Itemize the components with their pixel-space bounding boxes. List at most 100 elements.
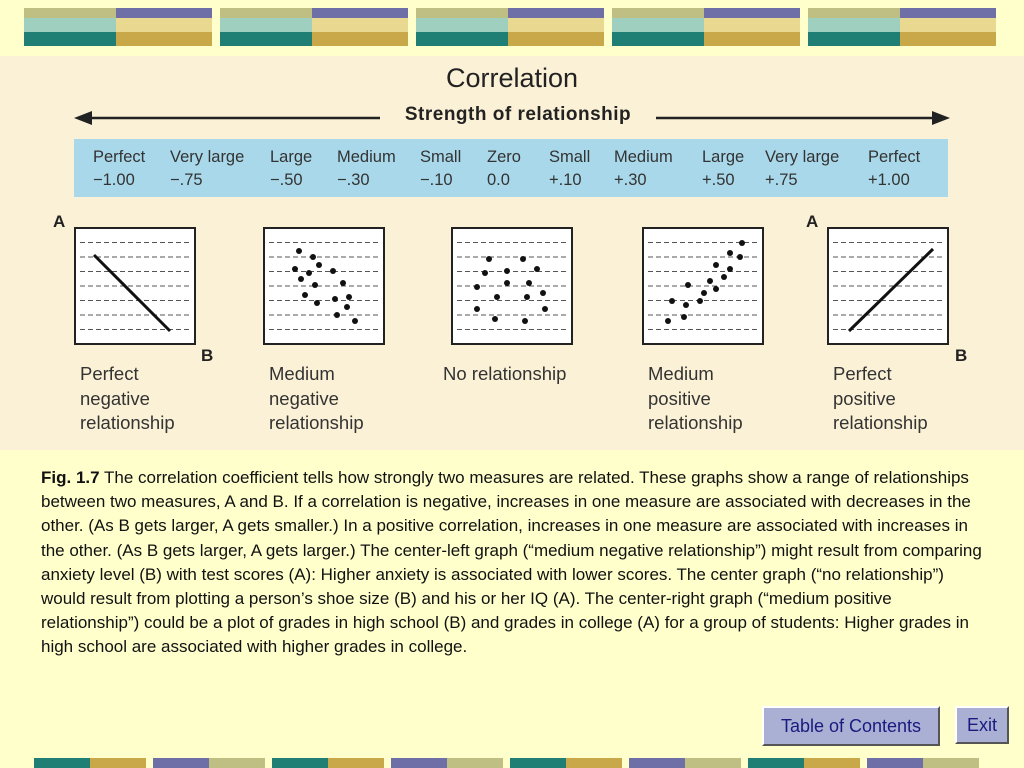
scale-label: Very large	[170, 148, 245, 166]
top-decorative-banner	[0, 0, 1024, 56]
axis-a-right: A	[806, 212, 819, 231]
caption-medium-negative: Medium negative relationship	[269, 363, 364, 433]
axis-b-left: B	[201, 346, 214, 365]
scale-value: +.50	[702, 171, 735, 189]
scale-item: Large +.50	[702, 146, 744, 192]
decorative-block	[220, 8, 408, 46]
scale-value: 0.0	[487, 171, 510, 189]
data-point	[540, 290, 546, 296]
graph-frame	[74, 227, 196, 345]
bottom-decorative-bar	[0, 758, 1024, 768]
scale-label: Small	[420, 148, 462, 166]
data-point	[534, 266, 540, 272]
scale-item: Very large −.75	[170, 146, 244, 192]
axis-a-left: A	[53, 212, 66, 231]
decorative-block	[416, 8, 604, 46]
scale-item: Large −.50	[270, 146, 312, 192]
data-point	[520, 256, 526, 262]
caption-medium-positive: Medium positive relationship	[648, 363, 743, 433]
scale-value: +.30	[614, 171, 647, 189]
data-point	[713, 262, 719, 268]
decorative-block	[612, 8, 800, 46]
data-point	[707, 278, 713, 284]
graph-frame	[642, 227, 764, 345]
scale-item: Small +.10	[549, 146, 590, 192]
caption-perfect-positive: Perfect positive relationship	[833, 363, 928, 433]
data-point	[683, 302, 689, 308]
data-point	[739, 240, 745, 246]
scale-value: −1.00	[93, 171, 135, 189]
decorative-segment	[629, 758, 685, 768]
scale-value: +.75	[765, 171, 798, 189]
data-point	[713, 286, 719, 292]
data-point	[701, 290, 707, 296]
exit-button[interactable]: Exit	[955, 706, 1009, 744]
data-point	[474, 284, 480, 290]
data-point	[504, 268, 510, 274]
data-point	[727, 266, 733, 272]
scale-item: Small −.10	[420, 146, 461, 192]
data-point	[352, 318, 358, 324]
decorative-segment	[90, 758, 146, 768]
scale-label: Small	[549, 148, 591, 166]
data-point	[334, 312, 340, 318]
arrow-left-head	[74, 111, 92, 125]
decorative-segment	[748, 758, 804, 768]
data-point	[665, 318, 671, 324]
decorative-segment	[804, 758, 860, 768]
graph-perfect-negative	[74, 227, 196, 345]
decorative-segment	[153, 758, 209, 768]
decorative-block	[24, 8, 212, 46]
data-point	[681, 314, 687, 320]
data-point	[302, 292, 308, 298]
decorative-segment	[447, 758, 503, 768]
data-point	[494, 294, 500, 300]
strength-label: Strength of relationship	[380, 104, 656, 126]
data-point	[474, 306, 480, 312]
data-point	[526, 280, 532, 286]
data-point	[522, 318, 528, 324]
correlation-scale-band	[74, 139, 948, 197]
scale-label: Large	[702, 148, 745, 166]
graph-frame	[451, 227, 573, 345]
data-point	[292, 266, 298, 272]
decorative-segment	[272, 758, 328, 768]
data-point	[542, 306, 548, 312]
data-point	[314, 300, 320, 306]
arrow-right-head	[932, 111, 950, 125]
scale-value: −.50	[270, 171, 303, 189]
scale-value: +1.00	[868, 171, 910, 189]
scale-item: Medium −.30	[337, 146, 396, 192]
scale-value: +.10	[549, 171, 582, 189]
data-point	[340, 280, 346, 286]
decorative-segment	[685, 758, 741, 768]
data-point	[697, 298, 703, 304]
scale-label: Medium	[337, 148, 396, 166]
figure-title: Correlation	[445, 63, 579, 93]
data-point	[306, 270, 312, 276]
decorative-segment	[391, 758, 447, 768]
data-point	[330, 268, 336, 274]
decorative-block	[808, 8, 996, 46]
data-point	[482, 270, 488, 276]
graph-frame	[827, 227, 949, 345]
scale-label: Very large	[765, 148, 840, 166]
scale-label: Zero	[487, 148, 521, 166]
data-point	[504, 280, 510, 286]
decorative-segment	[923, 758, 979, 768]
data-point	[312, 282, 318, 288]
table-of-contents-button[interactable]: Table of Contents	[762, 706, 940, 746]
strength-arrow	[74, 111, 950, 125]
axis-b-right: B	[955, 346, 968, 365]
scale-label: Perfect	[93, 148, 146, 166]
graph-medium-negative	[263, 227, 385, 345]
decorative-segment	[867, 758, 923, 768]
figure-description: Fig. 1.7 The correlation coefficient tel…	[41, 466, 991, 660]
description-text: The correlation coefficient tells how st…	[41, 468, 982, 657]
data-point	[727, 250, 733, 256]
graph-frame	[263, 227, 385, 345]
data-point	[737, 254, 743, 260]
graph-perfect-positive	[827, 227, 949, 345]
scale-value: −.10	[420, 171, 453, 189]
scale-label: Large	[270, 148, 313, 166]
